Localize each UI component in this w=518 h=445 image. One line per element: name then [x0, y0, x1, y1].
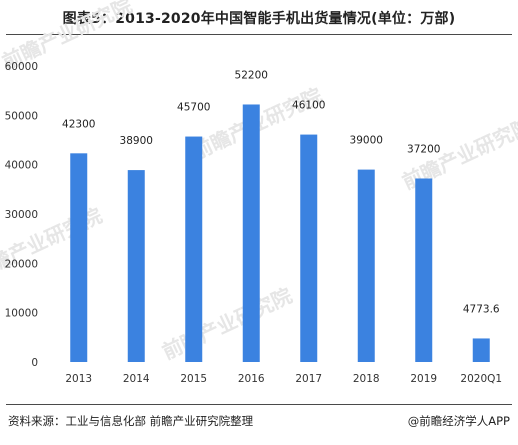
- y-tick-label: 10000: [5, 308, 38, 320]
- watermark-text: 前瞻产业研究院: [159, 283, 296, 364]
- chart-title: 图表5：2013-2020年中国智能手机出货量情况(单位：万部): [62, 11, 456, 27]
- y-tick-label: 20000: [5, 258, 38, 270]
- x-axis: 2013 2014 2015 2016 2017 2018 2019 2020Q1: [65, 373, 502, 385]
- bar: [127, 170, 145, 362]
- footer-divider: [6, 404, 512, 405]
- y-tick-label: 50000: [5, 110, 38, 122]
- x-tick-label: 2017: [295, 373, 322, 385]
- x-tick-label: 2014: [123, 373, 150, 385]
- bar: [242, 104, 260, 362]
- y-tick-label: 30000: [5, 209, 38, 221]
- x-tick-label: 2018: [353, 373, 380, 385]
- bar: [472, 338, 490, 362]
- data-label: 45700: [177, 102, 210, 114]
- y-tick-label: 40000: [5, 160, 38, 172]
- bar: [300, 134, 318, 362]
- data-label: 39000: [350, 135, 383, 147]
- data-label: 4773.6: [463, 303, 500, 315]
- bar: [415, 178, 433, 362]
- bars: [70, 104, 490, 362]
- x-tick-label: 2013: [65, 373, 92, 385]
- credit-note: @前瞻经济学人APP: [407, 414, 510, 428]
- data-labels: 42300 38900 45700 52200 46100 39000 37200 4773.…: [62, 69, 500, 315]
- x-tick-label: 2016: [238, 373, 265, 385]
- data-label: 52200: [235, 69, 268, 81]
- x-tick-label: 2015: [180, 373, 207, 385]
- title-divider: [6, 34, 512, 35]
- bar: [357, 169, 375, 362]
- y-axis: 0 10000 20000 30000 40000 50000 60000: [5, 61, 38, 369]
- bar: [185, 136, 203, 362]
- bar: [70, 153, 88, 362]
- data-label: 46100: [292, 100, 325, 112]
- data-label: 42300: [62, 118, 95, 130]
- y-tick-label: 60000: [5, 61, 38, 73]
- x-tick-label: 2020Q1: [460, 373, 502, 385]
- source-note: 资料来源：工业与信息化部 前瞻产业研究院整理: [8, 414, 254, 428]
- data-label: 38900: [120, 135, 153, 147]
- y-tick-label: 0: [31, 357, 38, 369]
- x-tick-label: 2019: [410, 373, 437, 385]
- data-label: 37200: [407, 143, 440, 155]
